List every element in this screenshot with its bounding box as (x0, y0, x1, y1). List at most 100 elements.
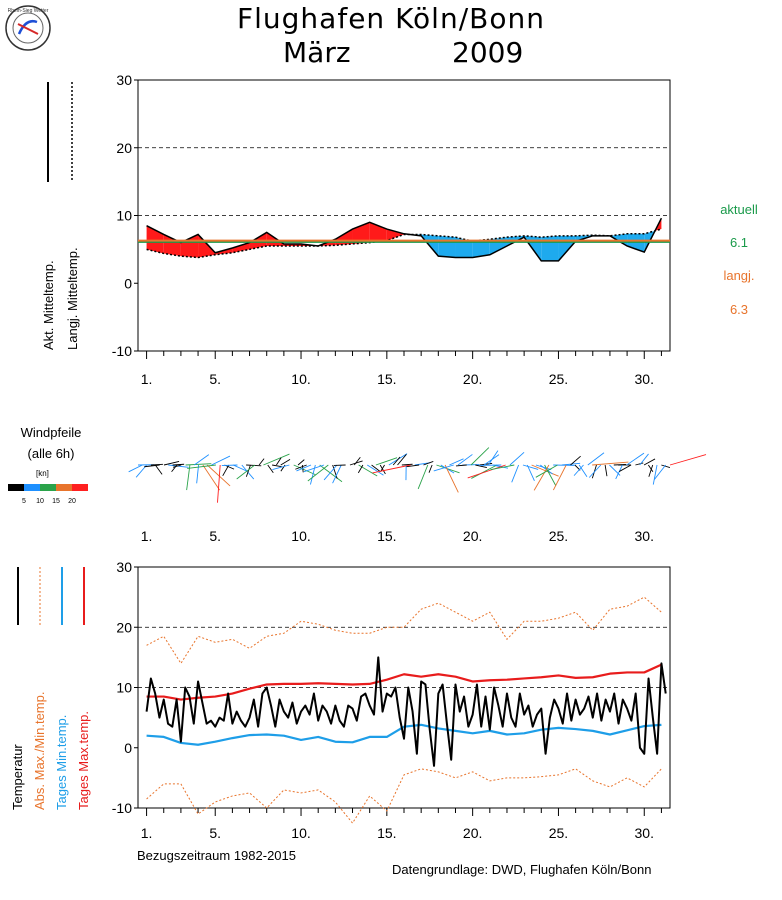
top-xtick-label: 25. (549, 371, 568, 387)
wind-scale-swatch (40, 484, 56, 491)
wind-arrow (319, 464, 343, 483)
top-legend-lines (47, 82, 73, 182)
wind-arrow (144, 464, 160, 468)
data-source: Datengrundlage: DWD, Flughafen Köln/Bonn (392, 862, 652, 877)
wind-scale-label: 20 (68, 498, 76, 505)
wind-arrow (366, 464, 384, 476)
wind-arrow (471, 464, 498, 479)
wind-arrow (280, 458, 291, 466)
langj-label: langj. (723, 268, 755, 283)
wind-arrow (163, 461, 180, 466)
wind-arrow (202, 464, 221, 491)
langj-value: 6.3 (729, 302, 749, 317)
bottom-ytick-label: 20 (116, 619, 132, 635)
wind-arrow (128, 464, 143, 473)
wind-scale-swatch (72, 484, 88, 491)
bottom-xtick-label: 10. (291, 825, 310, 841)
reference-period: Bezugszeitraum 1982-2015 (137, 848, 296, 863)
bottom-xtick-label: 25. (549, 825, 568, 841)
wind-scale-swatch (8, 484, 24, 491)
wind-subtitle: (alle 6h) (27, 446, 75, 461)
wind-arrow (150, 463, 163, 466)
wind-scale-swatch (56, 484, 72, 491)
wind-arrow (444, 464, 459, 493)
top-xtick-label: 30. (635, 371, 654, 387)
title-year: 2009 (452, 36, 524, 69)
wind-arrow (222, 464, 230, 477)
wind-arrow (232, 464, 247, 472)
wind-arrow (552, 464, 567, 491)
wind-xtick-label: 30. (635, 528, 654, 544)
wind-arrow (295, 464, 307, 470)
top-ytick-label: 10 (116, 208, 132, 224)
daymax-line (146, 663, 662, 701)
wind-arrow (509, 452, 525, 466)
wind-arrow (423, 461, 434, 466)
wind-arrow (604, 464, 608, 477)
daymin-line (146, 723, 662, 746)
wind-arrow (654, 464, 667, 480)
wind-arrow (297, 459, 305, 466)
bottom-ytick-label: 0 (124, 740, 132, 756)
wind-arrow (193, 454, 210, 466)
wind-xtick-label: 20. (463, 528, 482, 544)
wind-arrow (618, 464, 632, 472)
wind-arrow (371, 464, 381, 472)
top-ytick-label: 30 (116, 72, 132, 88)
bottom-ytick-label: 10 (116, 680, 132, 696)
wind-xtick-label: 25. (549, 528, 568, 544)
temperature-line (145, 656, 667, 767)
top-xtick-label: 1. (141, 371, 153, 387)
wind-arrow (511, 464, 520, 483)
bottom-xtick-label: 1. (141, 825, 153, 841)
wind-arrow (245, 464, 251, 477)
wind-arrow (533, 464, 550, 491)
wind-xtick-label: 1. (141, 528, 153, 544)
wind-arrow (487, 450, 499, 466)
wind-arrow (449, 458, 464, 466)
top-ytick-label: -10 (112, 343, 132, 359)
wind-arrow (217, 464, 221, 503)
cold-anomaly-fill (472, 239, 490, 258)
longterm-mean-line (146, 228, 662, 259)
bottom-xtick-label: 30. (635, 825, 654, 841)
wind-arrow (206, 464, 231, 487)
wind-xtick-label: 15. (377, 528, 396, 544)
wind-arrow (406, 464, 420, 468)
wind-arrow (428, 464, 433, 473)
wind-arrow (272, 464, 282, 468)
absmax-line (146, 596, 662, 664)
wind-arrow (332, 464, 342, 484)
wind-arrow (375, 457, 398, 466)
absmin-line (146, 768, 662, 824)
station-logo: Rhein-Sieg Wetter (5, 5, 51, 51)
bottom-legend-lines (17, 567, 85, 625)
wind-arrow (648, 464, 654, 472)
wind-arrow (307, 464, 329, 482)
wind-arrow (187, 464, 216, 469)
wind-arrow (296, 464, 312, 472)
cold-anomaly-fill (438, 235, 456, 258)
wind-speed-legend: 5 10 15 20 (8, 484, 88, 505)
wind-arrow (661, 464, 671, 468)
wind-title: Windpfeile (20, 425, 82, 440)
wind-scale-label: 5 (22, 498, 26, 505)
page-title: Flughafen Köln/Bonn (237, 2, 545, 35)
warm-anomaly-fill (386, 229, 404, 241)
wind-arrow (648, 464, 654, 477)
wind-arrow (544, 464, 557, 486)
actual-mean-line (146, 217, 663, 262)
top-xtick-label: 20. (463, 371, 482, 387)
legend-daymax: Tages Max.temp. (76, 711, 91, 810)
wind-arrow (196, 464, 200, 484)
bottom-xtick-label: 15. (377, 825, 396, 841)
wind-arrow (185, 463, 212, 466)
wind-unit: [kn] (36, 469, 49, 478)
top-ytick-label: 20 (116, 140, 132, 156)
top-ytick-label: 0 (124, 275, 132, 291)
wind-arrow (475, 464, 487, 469)
bottom-xtick-label: 20. (463, 825, 482, 841)
bottom-ytick-label: 30 (116, 559, 132, 575)
wind-arrow (570, 455, 581, 466)
